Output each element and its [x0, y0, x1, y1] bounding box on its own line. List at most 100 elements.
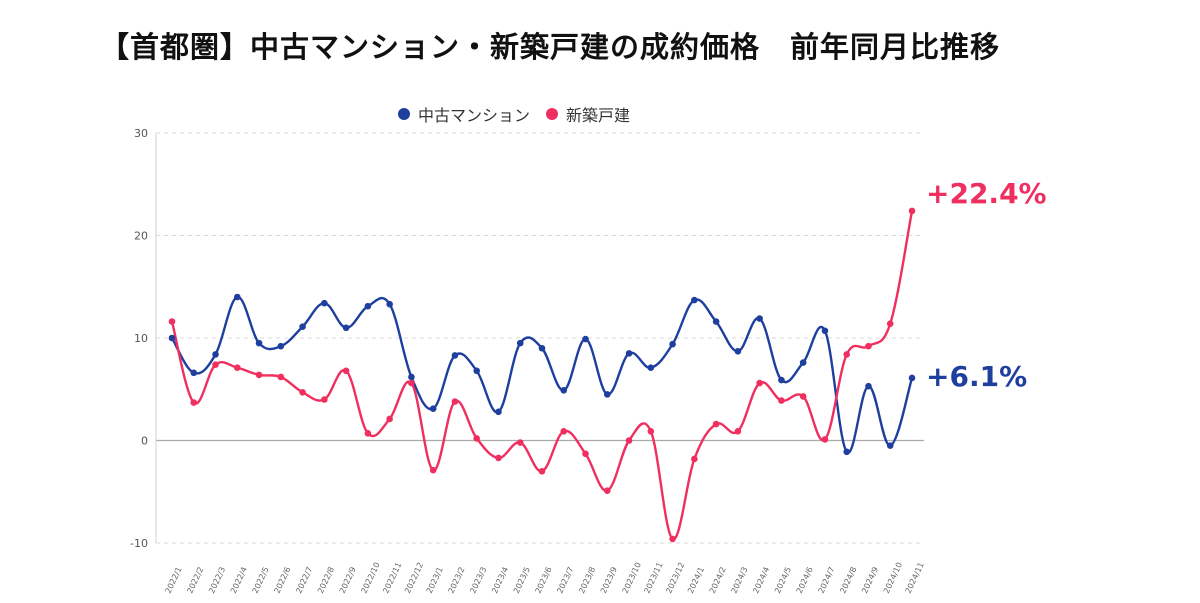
- point-new-house: [669, 535, 676, 543]
- point-used-mansion: [386, 300, 393, 308]
- x-tick-label: 2023/8: [577, 566, 597, 595]
- y-tick-label: 20: [134, 230, 148, 243]
- x-tick-label: 2022/3: [207, 566, 227, 595]
- x-tick-label: 2023/3: [468, 566, 488, 595]
- point-used-mansion: [429, 405, 437, 413]
- legend-item-used-mansion: 中古マンション: [398, 102, 530, 126]
- x-tick-label: 2022/11: [381, 561, 403, 595]
- y-tick-label: 10: [134, 332, 148, 345]
- point-new-house: [908, 207, 916, 215]
- point-new-house: [712, 420, 720, 428]
- x-tick-label: 2022/4: [229, 566, 249, 595]
- point-used-mansion: [473, 367, 481, 375]
- point-new-house: [734, 427, 742, 435]
- annotation-new-house-last-value: +22.4%: [926, 177, 1047, 210]
- x-tick-label: 2023/1: [425, 566, 445, 595]
- legend-dot-used-mansion-icon: [398, 108, 410, 120]
- point-used-mansion: [734, 348, 742, 355]
- x-axis-ticks: 2022/1 2022/2 2022/3 2022/4 2022/5 2022/6 2022…: [164, 561, 926, 595]
- point-new-house: [321, 396, 328, 403]
- point-new-house: [408, 379, 415, 387]
- point-used-mansion: [582, 335, 589, 343]
- x-tick-label: 2022/7: [294, 566, 314, 595]
- point-new-house: [190, 399, 198, 406]
- point-layer: [168, 207, 916, 543]
- x-tick-label: 2023/12: [664, 561, 686, 595]
- point-new-house: [299, 389, 306, 396]
- point-used-mansion: [625, 350, 633, 357]
- point-new-house: [756, 379, 763, 387]
- y-tick-label: 0: [141, 435, 148, 448]
- x-tick-label: 2023/11: [642, 561, 664, 595]
- x-tick-label: 2024/9: [860, 566, 880, 595]
- point-used-mansion: [277, 342, 285, 350]
- x-tick-label: 2022/5: [251, 566, 271, 595]
- legend-item-new-house: 新築戸建: [546, 102, 630, 126]
- point-new-house: [647, 427, 655, 435]
- x-tick-label: 2023/6: [534, 566, 554, 595]
- x-tick-label: 2023/2: [447, 566, 467, 595]
- point-used-mansion: [669, 340, 676, 348]
- x-tick-label: 2024/5: [773, 566, 793, 595]
- point-used-mansion: [168, 334, 176, 342]
- point-used-mansion: [647, 364, 655, 372]
- x-tick-label: 2024/3: [730, 566, 750, 595]
- point-used-mansion: [560, 386, 568, 394]
- point-new-house: [843, 351, 851, 358]
- point-used-mansion: [190, 369, 198, 377]
- x-tick-label: 2023/4: [490, 566, 510, 595]
- x-tick-label: 2022/6: [272, 566, 292, 595]
- point-new-house: [625, 437, 633, 444]
- point-used-mansion: [516, 339, 524, 347]
- x-tick-label: 2024/7: [817, 566, 837, 595]
- x-tick-label: 2024/1: [686, 566, 706, 595]
- x-tick-label: 2024/8: [838, 566, 858, 595]
- annotation-used-mansion-last-value: +6.1%: [926, 360, 1027, 393]
- x-tick-label: 2022/10: [360, 561, 382, 595]
- x-tick-label: 2023/7: [555, 566, 575, 595]
- point-used-mansion: [408, 373, 415, 381]
- x-tick-label: 2022/2: [185, 566, 205, 595]
- x-tick-label: 2022/1: [164, 566, 184, 595]
- annotation-layer: +22.4% +6.1%: [926, 177, 1047, 393]
- point-new-house: [886, 320, 894, 327]
- point-used-mansion: [342, 324, 350, 332]
- point-used-mansion: [799, 359, 807, 366]
- x-tick-label: 2024/11: [904, 561, 926, 595]
- point-new-house: [538, 467, 546, 475]
- point-used-mansion: [255, 339, 263, 347]
- x-tick-label: 2023/5: [512, 566, 532, 595]
- point-used-mansion: [212, 351, 219, 358]
- point-used-mansion: [886, 442, 894, 449]
- point-new-house: [386, 415, 393, 423]
- point-used-mansion: [865, 382, 872, 390]
- point-used-mansion: [778, 376, 785, 384]
- point-new-house: [255, 371, 263, 379]
- x-tick-label: 2024/10: [882, 561, 904, 595]
- chart-legend: 中古マンション 新築戸建: [398, 102, 630, 126]
- x-tick-label: 2022/12: [403, 561, 425, 595]
- x-tick-label: 2023/10: [621, 561, 643, 595]
- point-new-house: [495, 454, 502, 462]
- point-used-mansion: [233, 293, 241, 301]
- point-used-mansion: [495, 408, 502, 416]
- legend-dot-new-house-icon: [546, 108, 559, 120]
- point-new-house: [364, 430, 372, 437]
- point-new-house: [168, 318, 176, 325]
- x-tick-label: 2024/6: [795, 566, 815, 595]
- point-new-house: [821, 436, 829, 443]
- grid-layer: [155, 132, 924, 544]
- point-used-mansion: [821, 327, 829, 335]
- point-used-mansion: [364, 302, 372, 310]
- y-tick-label: 30: [134, 127, 148, 140]
- point-used-mansion: [538, 344, 546, 352]
- x-tick-label: 2022/8: [316, 566, 336, 595]
- point-new-house: [516, 439, 524, 446]
- point-new-house: [778, 397, 785, 404]
- point-new-house: [865, 342, 872, 350]
- legend-label-used-mansion: 中古マンション: [418, 106, 531, 125]
- point-new-house: [691, 455, 698, 463]
- legend-label-new-house: 新築戸建: [566, 106, 631, 125]
- point-used-mansion: [756, 315, 763, 322]
